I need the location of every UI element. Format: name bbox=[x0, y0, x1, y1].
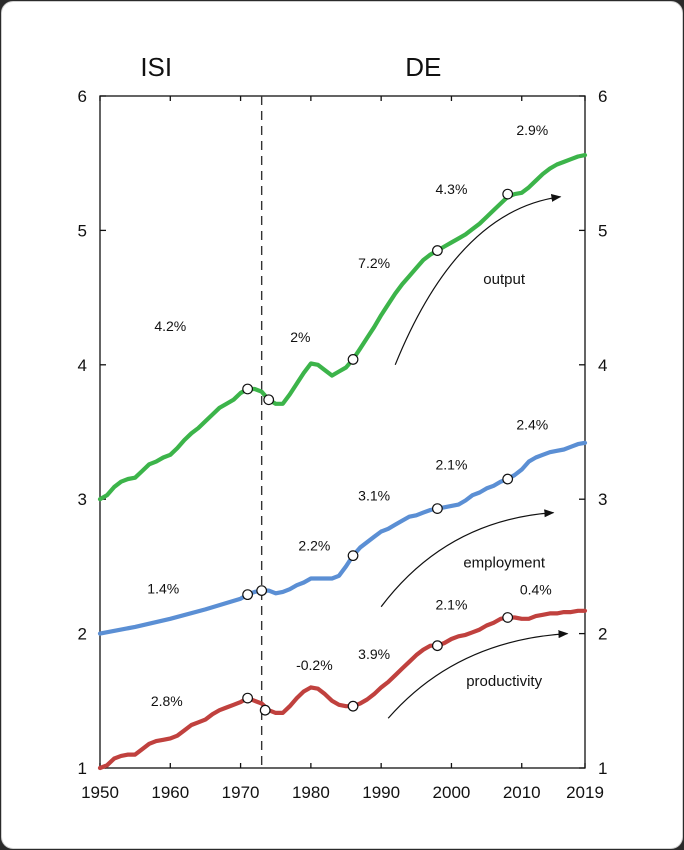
x-tick-label: 2010 bbox=[503, 783, 541, 802]
growth-rate-label-output: 2% bbox=[290, 329, 310, 345]
plot-border bbox=[99, 95, 586, 769]
y-tick-label-right: 1 bbox=[598, 759, 607, 778]
breakpoint-marker-employment bbox=[431, 503, 443, 515]
x-tick-label: 1970 bbox=[222, 783, 260, 802]
growth-rate-label-productivity: -0.2% bbox=[296, 657, 333, 673]
growth-rate-label-output: 4.3% bbox=[435, 181, 467, 197]
y-tick-label-left: 5 bbox=[78, 221, 87, 240]
x-tick-label: 1990 bbox=[362, 783, 400, 802]
breakpoint-marker-productivity bbox=[259, 704, 271, 716]
breakpoint-marker-employment bbox=[347, 550, 359, 562]
breakpoint-marker-productivity bbox=[242, 692, 254, 704]
y-tick-label-left: 4 bbox=[78, 356, 87, 375]
series-label-productivity: productivity bbox=[466, 673, 542, 690]
growth-rate-label-productivity: 3.9% bbox=[358, 646, 390, 662]
series-markers bbox=[242, 188, 514, 716]
y-tick-label-left: 2 bbox=[78, 625, 87, 644]
breakpoint-marker-output bbox=[263, 394, 275, 406]
series-line-output bbox=[97, 153, 588, 502]
breakpoint-marker-productivity bbox=[431, 640, 443, 652]
y-tick-label-left: 3 bbox=[78, 490, 87, 509]
series-label-employment: employment bbox=[463, 555, 546, 572]
growth-rate-label-output: 4.2% bbox=[154, 318, 186, 334]
period-label-de: DE bbox=[405, 52, 441, 82]
trend-arrow-employment bbox=[380, 509, 555, 608]
growth-rate-label-employment: 3.1% bbox=[358, 488, 390, 504]
x-tick-label: 2000 bbox=[433, 783, 471, 802]
growth-rate-label-productivity: 2.8% bbox=[151, 693, 183, 709]
y-tick-label-left: 1 bbox=[78, 759, 87, 778]
series-label-output: output bbox=[483, 271, 526, 288]
annotations: 4.2% 2% 7.2% 4.3% 2.9% output 1.4% 2.2% 3.1% 2.1%… bbox=[147, 122, 569, 719]
breakpoint-marker-productivity bbox=[347, 700, 359, 712]
breakpoint-marker-output bbox=[242, 383, 254, 395]
growth-rate-label-employment: 2.4% bbox=[516, 416, 548, 432]
growth-rate-label-employment: 2.1% bbox=[435, 457, 467, 473]
breakpoint-marker-employment bbox=[502, 473, 514, 485]
breakpoint-marker-productivity bbox=[502, 612, 514, 623]
x-tick-label: 2019 bbox=[566, 783, 604, 802]
period-label-isi: ISI bbox=[140, 52, 172, 82]
trend-arrow-output bbox=[394, 194, 562, 366]
growth-rate-label-employment: 2.2% bbox=[298, 537, 330, 553]
x-tick-label: 1950 bbox=[81, 783, 119, 802]
growth-rate-label-productivity: 0.4% bbox=[520, 582, 552, 598]
breakpoint-marker-output bbox=[431, 245, 443, 256]
y-tick-label-right: 6 bbox=[598, 87, 607, 106]
breakpoint-marker-output bbox=[502, 188, 514, 200]
y-tick-label-right: 4 bbox=[598, 356, 607, 375]
breakpoint-marker-employment bbox=[242, 589, 254, 601]
breakpoint-marker-output bbox=[347, 354, 359, 365]
series-line-employment bbox=[97, 440, 588, 636]
growth-rate-label-output: 7.2% bbox=[358, 255, 390, 271]
y-tick-label-right: 5 bbox=[598, 221, 607, 240]
period-labels: ISI DE bbox=[140, 52, 441, 82]
x-tick-label: 1960 bbox=[151, 783, 189, 802]
y-tick-label-right: 2 bbox=[598, 625, 607, 644]
axes: 1950 1960 1970 1980 1990 2000 2010 2019 1 2 3 4 5 6 1 2… bbox=[78, 87, 608, 802]
trend-arrow-productivity bbox=[387, 630, 569, 719]
growth-rate-label-output: 2.9% bbox=[516, 122, 548, 138]
growth-rate-label-employment: 1.4% bbox=[147, 580, 179, 596]
y-tick-label-right: 3 bbox=[598, 490, 607, 509]
breakpoint-marker-employment bbox=[256, 585, 268, 596]
x-tick-label: 1980 bbox=[292, 783, 330, 802]
growth-rate-label-productivity: 2.1% bbox=[435, 596, 467, 612]
y-tick-label-left: 6 bbox=[78, 87, 87, 106]
